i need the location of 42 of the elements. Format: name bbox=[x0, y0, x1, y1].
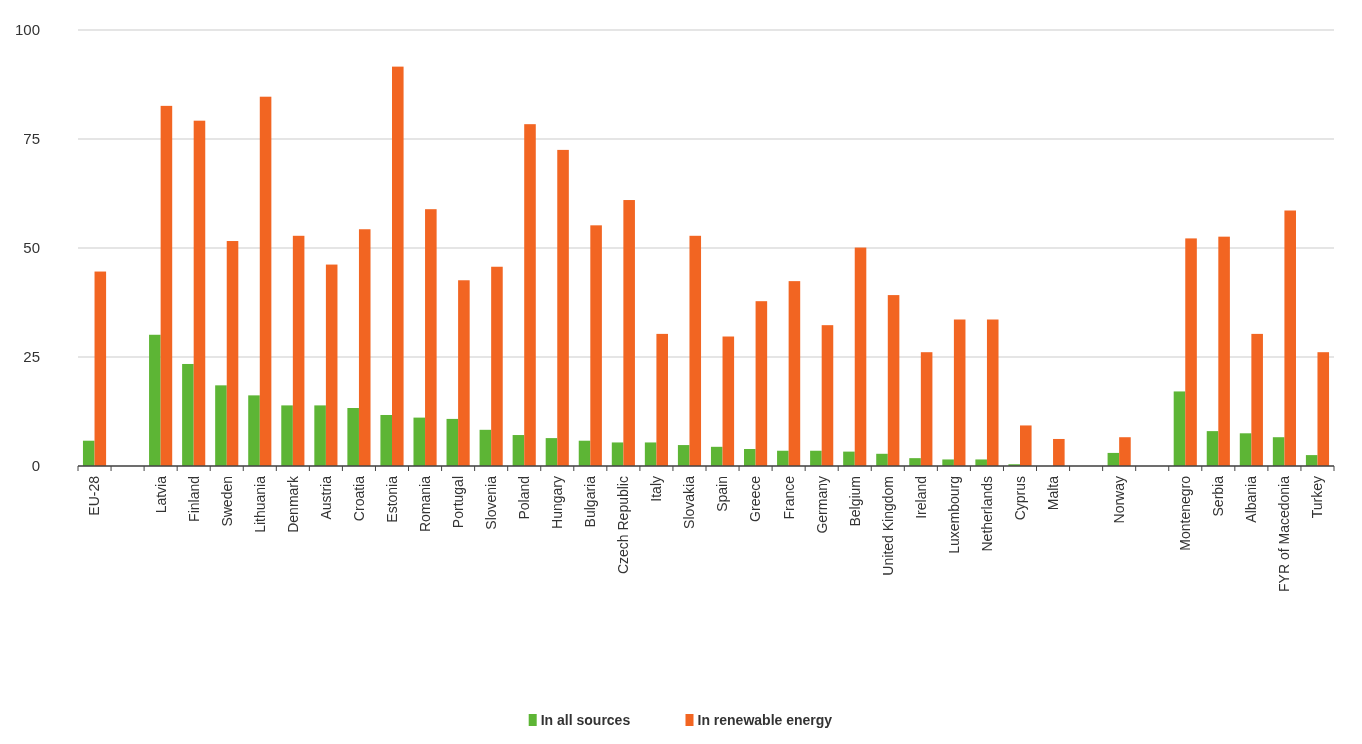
x-tick-label: Slovenia bbox=[483, 475, 500, 530]
x-tick-label: FYR of Macedonia bbox=[1276, 475, 1293, 592]
x-tick-label: Greece bbox=[747, 475, 764, 522]
y-tick-label: 25 bbox=[23, 348, 40, 366]
x-tick-label: United Kingdom bbox=[879, 476, 896, 576]
x-tick-label: Cyprus bbox=[1011, 476, 1028, 521]
x-tick-label: Romania bbox=[416, 475, 433, 533]
y-tick-label: 50 bbox=[23, 239, 40, 257]
y-tick-label: 0 bbox=[31, 457, 40, 475]
x-tick-label: Bulgaria bbox=[582, 475, 599, 528]
x-tick-label: Latvia bbox=[152, 475, 169, 514]
y-tick-label: 75 bbox=[23, 130, 40, 148]
x-tick-label: Spain bbox=[714, 476, 731, 512]
x-tick-label: Sweden bbox=[218, 476, 235, 527]
x-tick-label: Czech Republic bbox=[615, 476, 632, 575]
x-tick-label: Serbia bbox=[1210, 475, 1227, 517]
x-tick-label: Ireland bbox=[912, 476, 929, 519]
y-tick-label: 100 bbox=[14, 21, 40, 39]
legend-label: In renewable energy bbox=[697, 711, 833, 728]
x-tick-label: Poland bbox=[516, 476, 533, 520]
legend-label: In all sources bbox=[540, 711, 631, 728]
x-tick-label: Lithuania bbox=[251, 475, 268, 533]
x-tick-label: Albania bbox=[1243, 475, 1260, 523]
x-tick-label: EU-28 bbox=[86, 475, 103, 516]
x-tick-label: Montenegro bbox=[1177, 475, 1194, 551]
x-tick-label: Estonia bbox=[383, 475, 400, 523]
x-tick-label: Luxembourg bbox=[945, 476, 962, 554]
x-tick-label: Austria bbox=[317, 475, 334, 520]
x-tick-label: Hungary bbox=[549, 476, 566, 529]
x-tick-label: France bbox=[780, 475, 797, 520]
x-tick-label: Finland bbox=[185, 476, 202, 522]
x-tick-label: Belgium bbox=[846, 476, 863, 527]
x-tick-label: Italy bbox=[648, 476, 665, 502]
x-tick-label: Netherlands bbox=[978, 476, 995, 552]
x-tick-label: Slovakia bbox=[681, 475, 698, 529]
x-tick-label: Norway bbox=[1111, 476, 1128, 524]
x-tick-label: Croatia bbox=[350, 475, 367, 522]
x-tick-label: Germany bbox=[813, 476, 830, 534]
x-tick-label: Portugal bbox=[450, 476, 467, 529]
x-tick-label: Malta bbox=[1044, 475, 1061, 511]
x-tick-label: Turkey bbox=[1309, 476, 1326, 519]
x-tick-label: Denmark bbox=[284, 475, 301, 533]
